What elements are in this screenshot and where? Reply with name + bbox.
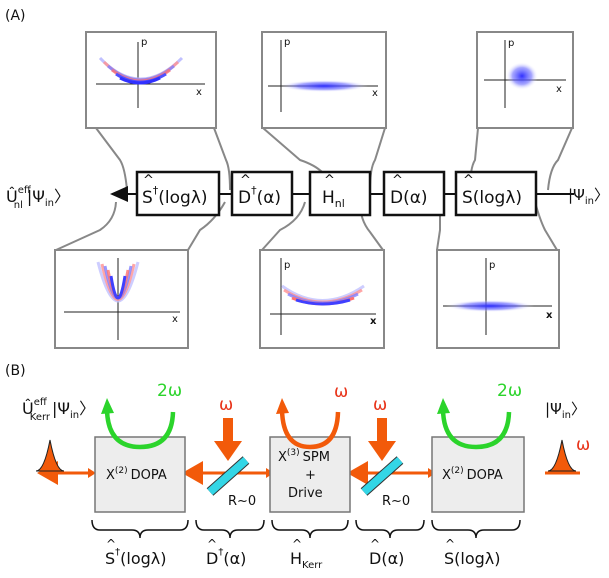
mirror-label: R~0 [228, 494, 256, 509]
beam-arrowhead [88, 468, 96, 478]
drive-arrow-right [368, 418, 396, 461]
axis-x-label: x [196, 87, 202, 98]
pump-arc-left [104, 409, 176, 450]
op-box-d-dagger: D†(α) ^ [230, 170, 294, 217]
connectors-top [95, 127, 573, 191]
hat-mark: ^ [207, 537, 217, 551]
mirror-label: R~0 [382, 494, 410, 509]
brace-label-d: D(α) [369, 549, 404, 568]
brace-label-h-kerr: HKerr [290, 549, 323, 571]
op-box-d: D(α) ^ [382, 170, 446, 217]
svg-text:^: ^ [240, 173, 251, 188]
op-box-h-nl: Hnl ^ [308, 170, 372, 217]
axis-p-label: p [284, 260, 290, 271]
svg-text:S†(logλ): S†(logλ) [142, 184, 208, 208]
svg-text:S(logλ): S(logλ) [462, 188, 522, 208]
svg-text:|Ψin〉: |Ψin〉 [545, 400, 586, 421]
axis-x-label: x [546, 310, 553, 321]
spm-arrowhead [276, 398, 289, 414]
hat-mark: ^ [445, 537, 455, 551]
svg-text:Hnl: Hnl [322, 188, 345, 210]
axis-x-label: x [370, 316, 377, 327]
brace-label-d-dagger: D†(α) [206, 547, 246, 568]
axis-p-label: p [141, 37, 147, 48]
panel-b-label: (B) [5, 363, 26, 379]
inset-top-1: p x [85, 31, 217, 129]
axis-x-label: x [372, 88, 378, 99]
inset-top-3: p x [476, 31, 574, 129]
inset-bottom-1: x [54, 249, 189, 349]
input-label-b: |Ψin〉 [545, 400, 586, 421]
panel-a-label: (A) [5, 8, 26, 24]
omega-label: ω [334, 382, 348, 402]
pump-arrowhead-right [437, 398, 450, 414]
hat-mark: ^ [106, 537, 116, 551]
dopa-block-right: X(2) DOPA [431, 436, 525, 513]
input-pulse [547, 439, 577, 472]
hat-mark: ^ [370, 537, 380, 551]
brace-label-s-dagger: S†(logλ) [105, 547, 167, 568]
axis-x-label: x [556, 84, 562, 95]
svg-text:X(2)DOPA: X(2) DOPA [106, 466, 167, 483]
svg-text:+: + [305, 468, 316, 483]
svg-text:X(2)DOPA: X(2) DOPA [442, 466, 503, 483]
braces [91, 519, 521, 539]
two-omega-label: 2ω [157, 381, 182, 401]
omega-label: ω [373, 395, 387, 415]
pump-arrowhead-left [101, 398, 114, 414]
svg-text:D†(α): D†(α) [238, 184, 281, 208]
pump-arc-right [440, 409, 512, 450]
inset-bottom-3: p x [436, 249, 560, 349]
svg-text:|Ψin〉: |Ψin〉 [568, 186, 609, 207]
svg-text:Drive: Drive [288, 486, 323, 501]
mirror-right [360, 456, 404, 496]
dopa-block-left: X(2) DOPA [94, 436, 186, 513]
svg-text:X(3)SPM: X(3) SPM [278, 448, 330, 465]
two-omega-label: 2ω [497, 381, 522, 401]
brace-label-s: S(logλ) [444, 549, 501, 568]
svg-text:^: ^ [324, 173, 335, 188]
omega-label: ω [219, 395, 233, 415]
spm-arc [279, 409, 341, 450]
mirror-left [206, 456, 250, 496]
inset-bottom-2: p x [259, 249, 385, 349]
op-box-s: S(logλ) ^ [454, 170, 538, 217]
inset-top-2: p x [261, 31, 387, 129]
svg-text:^: ^ [143, 173, 154, 188]
axis-p-label: p [489, 260, 495, 271]
svg-text:^: ^ [463, 173, 474, 188]
input-label-a: |Ψin〉 [568, 186, 609, 207]
omega-label: ω [576, 435, 590, 455]
drive-arrow-left [214, 418, 242, 461]
axis-p-label: p [284, 37, 290, 48]
axis-x-label: x [172, 314, 178, 325]
output-pulse [35, 439, 65, 472]
svg-text:D(α): D(α) [390, 188, 428, 208]
op-box-s-dagger: S†(logλ) ^ [135, 170, 221, 217]
spm-block: X(3) SPM + Drive [269, 436, 351, 513]
output-label-b: Ûeff Kerr |Ψin〉 [22, 397, 95, 423]
axis-p-label: p [508, 38, 514, 49]
hat-mark: ^ [292, 537, 302, 551]
output-label-a: Ûeff nl |Ψin〉 [6, 185, 70, 211]
svg-text:^: ^ [392, 173, 403, 188]
